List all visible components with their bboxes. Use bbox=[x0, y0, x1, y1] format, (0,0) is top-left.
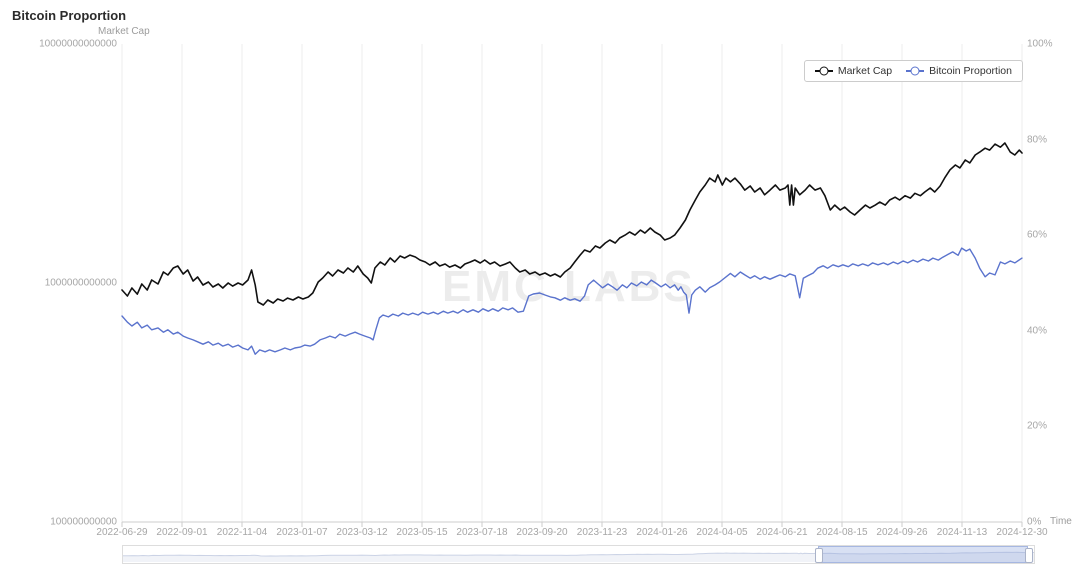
x-axis-tick-label: 2022-11-04 bbox=[216, 527, 268, 538]
x-axis-tick-label: 2023-01-07 bbox=[276, 527, 328, 538]
legend: Market Cap Bitcoin Proportion bbox=[803, 60, 1023, 82]
datazoom-handle-left[interactable] bbox=[815, 548, 823, 563]
bitcoin-proportion-line bbox=[121, 247, 1023, 355]
x-axis-tick-label: 2023-07-18 bbox=[456, 527, 508, 538]
y-axis-left-name: Market Cap bbox=[98, 26, 150, 37]
datazoom-line bbox=[123, 551, 1034, 557]
x-axis-tick-label: 2024-04-05 bbox=[696, 527, 748, 538]
market-cap-line bbox=[121, 142, 1023, 306]
market-cap-legend-marker-icon bbox=[814, 66, 833, 76]
y-axis-left-tick-label: 100000000000 bbox=[50, 516, 117, 528]
legend-label-market-cap: Market Cap bbox=[837, 65, 893, 77]
datazoom-minichart bbox=[123, 551, 1034, 562]
legend-item-bitcoin-proportion[interactable]: Bitcoin Proportion bbox=[906, 65, 1012, 77]
legend-item-market-cap[interactable]: Market Cap bbox=[814, 65, 893, 77]
x-axis-name: Time bbox=[1050, 516, 1072, 527]
x-axis-tick-label: 2024-06-21 bbox=[756, 527, 808, 538]
x-axis-tick-label: 2024-08-15 bbox=[816, 527, 868, 538]
y-axis-right-tick-label: 60% bbox=[1027, 229, 1048, 241]
x-axis-tick-label: 2024-11-13 bbox=[936, 527, 988, 538]
datazoom-window[interactable] bbox=[818, 546, 1028, 563]
x-axis-tick-label: 2024-09-26 bbox=[876, 527, 928, 538]
x-axis-tick-label: 2022-09-01 bbox=[156, 527, 208, 538]
x-axis-tick-label: 2024-12-30 bbox=[996, 527, 1048, 538]
y-axis-right-tick-label: 0% bbox=[1027, 516, 1042, 528]
y-axis-right-tick-label: 80% bbox=[1027, 134, 1048, 146]
bitcoin-proportion-legend-marker-icon bbox=[906, 66, 925, 76]
chart-title: Bitcoin Proportion bbox=[12, 8, 127, 23]
legend-label-bitcoin-proportion: Bitcoin Proportion bbox=[929, 65, 1012, 77]
x-axis-tick-label: 2023-11-23 bbox=[576, 527, 628, 538]
x-axis-tick-label: 2024-01-26 bbox=[636, 527, 688, 538]
x-axis-tick-label: 2023-03-12 bbox=[336, 527, 388, 538]
x-axis-tick-label: 2023-09-20 bbox=[516, 527, 568, 538]
y-axis-right-tick-label: 40% bbox=[1027, 325, 1048, 337]
datazoom-handle-right[interactable] bbox=[1025, 548, 1033, 563]
y-axis-left-tick-label: 10000000000000 bbox=[39, 38, 117, 50]
y-axis-right-tick-label: 100% bbox=[1027, 38, 1053, 50]
datazoom-area bbox=[123, 552, 1034, 562]
x-axis-tick-label: 2023-05-15 bbox=[396, 527, 448, 538]
datazoom-slider[interactable] bbox=[122, 545, 1035, 564]
x-axis-tick-label: 2022-06-29 bbox=[96, 527, 148, 538]
y-axis-left-tick-label: 1000000000000 bbox=[44, 277, 117, 289]
y-axis-right-tick-label: 20% bbox=[1027, 420, 1048, 432]
